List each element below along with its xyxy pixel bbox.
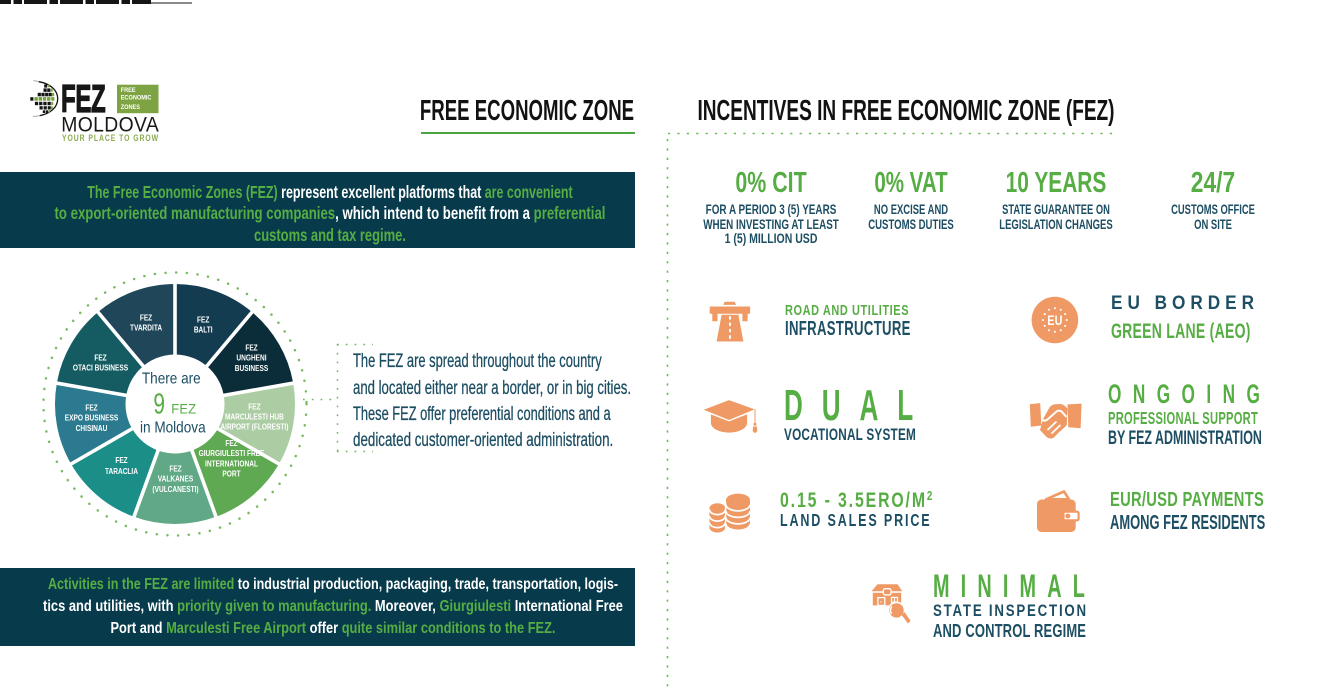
svg-text:EXPO BUSINESS: EXPO BUSINESS bbox=[65, 413, 119, 423]
svg-text:There are: There are bbox=[142, 371, 201, 388]
svg-text:VALKANES: VALKANES bbox=[158, 474, 194, 484]
svg-text:GIURGIULESTI FREE: GIURGIULESTI FREE bbox=[199, 448, 265, 458]
svg-text:FEZ: FEZ bbox=[85, 403, 98, 413]
svg-text:PORT: PORT bbox=[222, 469, 241, 479]
svg-text:FEZ: FEZ bbox=[140, 313, 153, 323]
svg-text:FEZ: FEZ bbox=[171, 401, 196, 417]
svg-text:EU: EU bbox=[1047, 313, 1062, 328]
svg-text:AIRPORT (FLORESTI): AIRPORT (FLORESTI) bbox=[220, 422, 288, 432]
svg-text:9: 9 bbox=[153, 388, 165, 420]
svg-text:UNGHENI: UNGHENI bbox=[236, 353, 266, 363]
svg-text:BUSINESS: BUSINESS bbox=[235, 363, 269, 373]
svg-text:CHISINAU: CHISINAU bbox=[76, 423, 108, 433]
svg-text:YOUR PLACE TO GROW: YOUR PLACE TO GROW bbox=[62, 133, 159, 143]
svg-text:TARACLIA: TARACLIA bbox=[105, 466, 139, 476]
svg-text:INTERNATIONAL: INTERNATIONAL bbox=[205, 459, 258, 469]
svg-text:FEZ: FEZ bbox=[245, 343, 258, 353]
svg-text:BALTI: BALTI bbox=[194, 325, 213, 335]
svg-text:(VULCANESTI): (VULCANESTI) bbox=[152, 484, 199, 494]
svg-text:FEZ: FEZ bbox=[94, 353, 107, 363]
svg-text:in Moldova: in Moldova bbox=[140, 420, 206, 437]
svg-text:TVARDITA: TVARDITA bbox=[130, 323, 163, 333]
svg-text:FEZ: FEZ bbox=[225, 438, 238, 448]
svg-text:FEZ: FEZ bbox=[197, 315, 210, 325]
svg-text:FEZ: FEZ bbox=[169, 464, 182, 474]
svg-text:OTACI BUSINESS: OTACI BUSINESS bbox=[73, 363, 128, 373]
svg-text:MARCULESTI HUB: MARCULESTI HUB bbox=[225, 412, 284, 422]
svg-text:FEZ: FEZ bbox=[115, 455, 128, 465]
svg-text:FEZ: FEZ bbox=[61, 77, 105, 120]
svg-text:MOLDOVA: MOLDOVA bbox=[61, 112, 159, 136]
svg-text:ECONOMIC: ECONOMIC bbox=[121, 94, 152, 102]
svg-text:ZONES: ZONES bbox=[121, 103, 140, 111]
svg-text:FREE: FREE bbox=[121, 87, 136, 95]
svg-text:FEZ: FEZ bbox=[248, 402, 261, 412]
